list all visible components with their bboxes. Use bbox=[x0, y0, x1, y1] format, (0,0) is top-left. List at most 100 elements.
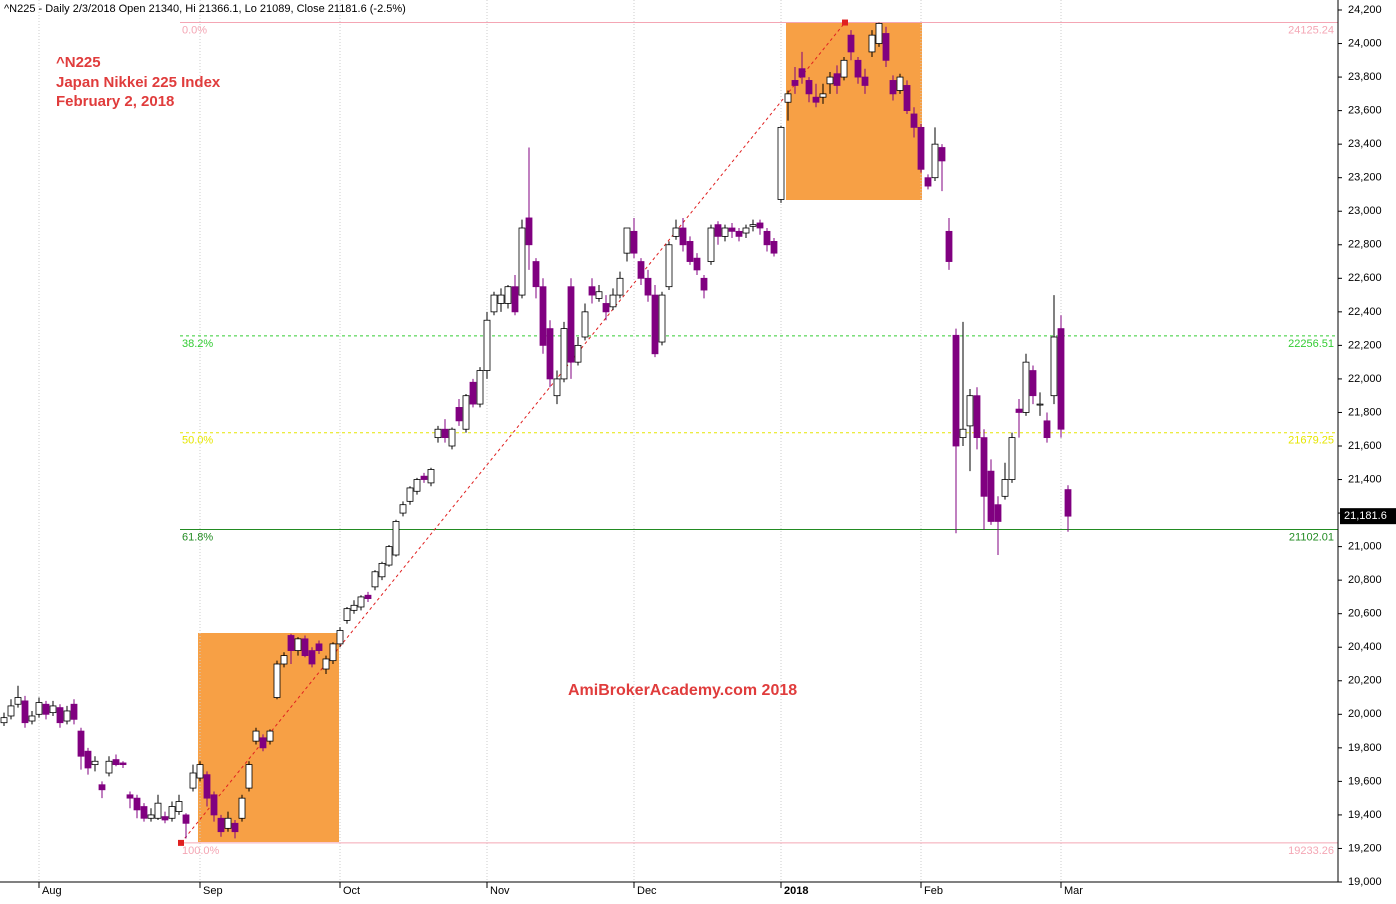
candle-body bbox=[161, 816, 169, 821]
candle-body bbox=[455, 407, 463, 422]
candle-body bbox=[1029, 370, 1037, 397]
annotation: February 2, 2018 bbox=[56, 93, 174, 110]
trend-point bbox=[842, 19, 848, 26]
fib-label: 0.0% bbox=[182, 24, 207, 36]
candle-body bbox=[651, 294, 659, 355]
candle-body bbox=[791, 80, 799, 86]
y-tick-label: 24,200 bbox=[1348, 4, 1382, 16]
candle-body bbox=[98, 784, 106, 791]
candle-body bbox=[980, 437, 988, 497]
y-tick-label: 24,000 bbox=[1348, 37, 1382, 49]
candle-body bbox=[623, 227, 631, 254]
candle-body bbox=[1043, 420, 1051, 439]
trend-line bbox=[180, 22, 846, 844]
candle-body bbox=[714, 224, 722, 237]
candle-body bbox=[637, 261, 645, 279]
watermark: AmiBrokerAcademy.com 2018 bbox=[568, 682, 797, 699]
candle-body bbox=[308, 650, 316, 665]
candle-body bbox=[224, 817, 232, 829]
candle-body bbox=[644, 277, 652, 296]
candle-body bbox=[518, 227, 526, 296]
y-tick-label: 20,600 bbox=[1348, 608, 1382, 620]
grid bbox=[38, 0, 1062, 882]
candle-body bbox=[175, 801, 183, 812]
candle-body bbox=[595, 291, 603, 299]
candle-body bbox=[0, 717, 8, 724]
candle-body bbox=[546, 328, 554, 380]
candle-body bbox=[868, 34, 876, 53]
fib-value: 21679.25 bbox=[1288, 435, 1334, 447]
candle-body bbox=[441, 428, 449, 439]
candle-body bbox=[469, 381, 477, 405]
candle-body bbox=[70, 703, 78, 720]
candle-body bbox=[329, 643, 337, 662]
candle-body bbox=[42, 703, 50, 715]
candle-body bbox=[336, 630, 344, 645]
candle-body bbox=[525, 217, 533, 246]
candle-body bbox=[203, 774, 211, 799]
y-tick-label: 22,200 bbox=[1348, 339, 1382, 351]
y-tick-label: 22,800 bbox=[1348, 239, 1382, 251]
candle-body bbox=[147, 814, 155, 819]
candle-body bbox=[805, 80, 813, 95]
candle-body bbox=[777, 126, 785, 200]
fib-label: 38.2% bbox=[182, 338, 213, 350]
candle-body bbox=[420, 475, 428, 480]
y-tick-label: 22,600 bbox=[1348, 272, 1382, 284]
fib-label: 100.0% bbox=[182, 845, 220, 857]
candle-body bbox=[385, 546, 393, 566]
candle-body bbox=[959, 428, 967, 439]
candle-body bbox=[602, 303, 610, 313]
candle-body bbox=[707, 227, 715, 262]
candle-body bbox=[504, 286, 512, 304]
x-tick-label: Feb bbox=[924, 885, 943, 897]
candle-body bbox=[749, 224, 757, 227]
candle-body bbox=[973, 395, 981, 439]
candle-body bbox=[658, 294, 666, 343]
candle-body bbox=[1015, 408, 1023, 413]
candle-body bbox=[350, 604, 358, 611]
candle-body bbox=[917, 126, 925, 170]
y-tick-label: 20,000 bbox=[1348, 708, 1382, 720]
y-tick-label: 23,600 bbox=[1348, 105, 1382, 117]
candle-body bbox=[378, 562, 386, 578]
candle-body bbox=[812, 96, 820, 103]
x-tick-label: Mar bbox=[1064, 885, 1083, 897]
candle-body bbox=[315, 643, 323, 651]
candle-body bbox=[392, 521, 400, 556]
candle-body bbox=[448, 428, 456, 447]
candle-body bbox=[1057, 328, 1065, 430]
candle-body bbox=[1022, 361, 1030, 413]
y-tick-label: 23,000 bbox=[1348, 205, 1382, 217]
candle-body bbox=[756, 222, 764, 229]
candle-body bbox=[252, 730, 260, 742]
candle-body bbox=[266, 730, 274, 742]
fib-value: 24125.24 bbox=[1288, 24, 1334, 36]
candle-body bbox=[854, 59, 862, 78]
candle-body bbox=[567, 286, 575, 363]
fib-value: 21102.01 bbox=[1289, 531, 1334, 543]
x-tick-label: Dec bbox=[637, 885, 657, 897]
candle-body bbox=[700, 277, 708, 291]
candle-body bbox=[497, 294, 505, 304]
candle-body bbox=[952, 334, 960, 447]
x-tick-label: Aug bbox=[42, 885, 62, 897]
candle-body bbox=[280, 655, 288, 665]
fib-label: 50.0% bbox=[182, 435, 213, 447]
candle-body bbox=[490, 294, 498, 313]
candle-body bbox=[126, 794, 134, 799]
candle-body bbox=[140, 806, 148, 819]
candle-body bbox=[182, 814, 190, 824]
candle-body bbox=[735, 230, 743, 237]
candle-body bbox=[427, 469, 435, 484]
candle-body bbox=[231, 822, 239, 833]
candle-body bbox=[819, 93, 827, 98]
candle-body bbox=[987, 470, 995, 522]
y-tick-label: 21,600 bbox=[1348, 440, 1382, 452]
candle-body bbox=[679, 227, 687, 246]
y-tick-label: 20,200 bbox=[1348, 675, 1382, 687]
candle-body bbox=[910, 113, 918, 128]
y-tick-label: 19,200 bbox=[1348, 842, 1382, 854]
y-tick-label: 20,800 bbox=[1348, 574, 1382, 586]
candle-body bbox=[896, 76, 904, 91]
